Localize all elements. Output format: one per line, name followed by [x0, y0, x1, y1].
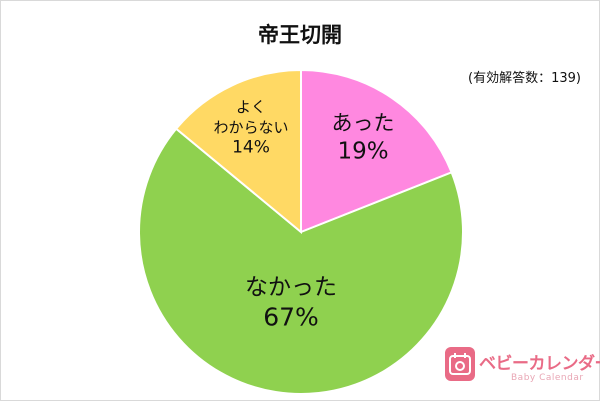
pie-slice-1 [138, 127, 464, 395]
response-count-note: (有効解答数：139) [468, 71, 581, 86]
slice-label-0: あった [332, 111, 395, 135]
slice-label-2: よく [236, 98, 266, 116]
pie-slice-0 [300, 68, 453, 234]
logo-subtitle: Baby Calendar [511, 373, 584, 383]
slice-percent-label-0: 19% [337, 139, 388, 165]
slice-percent-label-1: 67% [263, 303, 319, 332]
chart-title: 帝王切開 [258, 23, 342, 47]
pie-slice-2 [174, 68, 302, 235]
baby-calendar-logo: ベビーカレンダー Baby Calendar [445, 345, 600, 389]
slice-percent-label-2: 14% [232, 138, 270, 158]
slice-label-1: なかった [245, 275, 337, 301]
logo-name: ベビーカレンダー [479, 354, 600, 374]
calendar-logo-icon [445, 347, 475, 381]
slice-label-2: わからない [213, 118, 288, 136]
